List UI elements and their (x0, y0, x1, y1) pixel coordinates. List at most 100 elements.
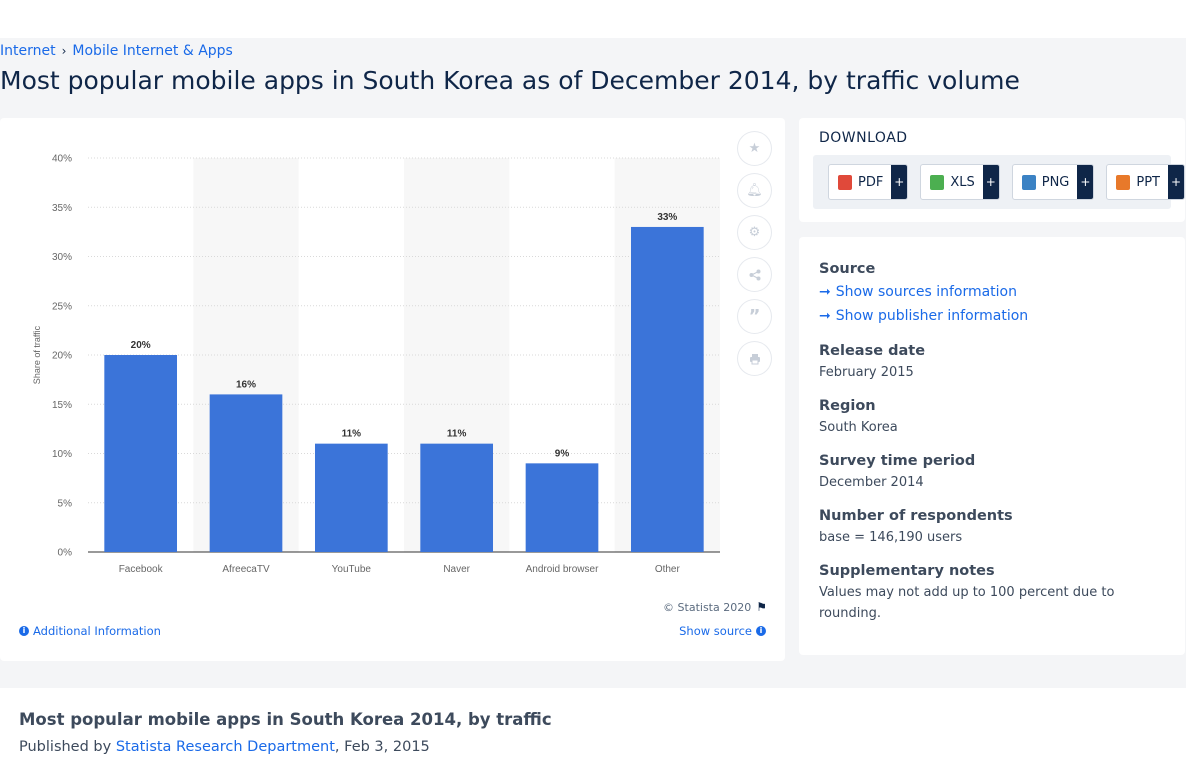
source-heading: Source (819, 261, 876, 277)
show-source-label: Show source (679, 624, 752, 638)
x-tick-label: Naver (443, 564, 470, 575)
settings-button[interactable]: ⚙ (738, 216, 771, 249)
plus-icon: + (1168, 165, 1184, 199)
y-axis-label: Share of traffic (32, 325, 42, 384)
notification-button[interactable]: 🔔︎ (738, 174, 771, 207)
y-tick-label: 40% (52, 154, 72, 165)
y-tick-label: 25% (52, 301, 72, 312)
png-icon (1021, 174, 1036, 190)
region-heading: Region (819, 398, 876, 414)
chart-toolbar: ★ 🔔︎ ⚙ ” (738, 132, 772, 384)
published-by-label: Published by (19, 739, 116, 755)
y-tick-label: 20% (52, 351, 72, 362)
breadcrumb-mobile-internet-apps[interactable]: Mobile Internet & Apps (72, 43, 233, 59)
info-icon: i (19, 626, 29, 636)
quote-icon: ” (748, 306, 761, 327)
download-xls-button[interactable]: XLS + (920, 164, 1000, 200)
x-tick-label: Facebook (119, 564, 164, 575)
show-publisher-label: Show publisher information (835, 308, 1029, 324)
y-tick-label: 5% (58, 498, 73, 509)
download-png-button[interactable]: PNG + (1011, 164, 1095, 200)
bar-afreecatv (209, 394, 283, 552)
survey-period-heading: Survey time period (819, 453, 976, 469)
bar-naver (420, 443, 494, 552)
page-title: Most popular mobile apps in South Korea … (0, 66, 1020, 95)
download-pdf-button[interactable]: PDF + (828, 164, 909, 200)
respondents-heading: Number of respondents (819, 508, 1013, 524)
y-tick-label: 35% (52, 203, 72, 214)
download-pdf-label: PDF (858, 174, 884, 190)
flag-icon[interactable]: ⚑ (756, 600, 767, 614)
download-ppt-button[interactable]: PPT + (1106, 164, 1185, 200)
bar-chart: 0% 5% 10% 15% 20% 25% 30% 35% 40% Share of traffi… (32, 154, 720, 575)
info-icon: i (756, 626, 766, 636)
bell-icon: 🔔︎ (746, 183, 763, 198)
chart-copyright: © Statista 2020 ⚑ (663, 600, 767, 614)
x-tick-label: Android browser (526, 564, 599, 575)
xls-icon (930, 174, 945, 190)
chart-card: 0% 5% 10% 15% 20% 25% 30% 35% 40% Share of traffi… (0, 118, 785, 661)
breadcrumb-separator: › (61, 44, 67, 58)
download-title: DOWNLOAD (819, 130, 908, 146)
publish-date: , Feb 3, 2015 (334, 739, 430, 755)
arrow-right-icon: ➞ (819, 284, 831, 300)
publisher-link[interactable]: Statista Research Department (115, 739, 335, 755)
bar-android-browser (525, 463, 599, 552)
copyright-text: © Statista 2020 (663, 600, 752, 614)
y-tick-label: 15% (52, 400, 72, 411)
ppt-icon (1116, 174, 1131, 190)
bar-other (630, 226, 704, 552)
y-tick-label: 10% (52, 449, 72, 460)
show-source-link[interactable]: Show source i (679, 624, 766, 638)
top-navigation-bar (0, 0, 1186, 38)
data-label: 11% (342, 429, 362, 440)
plus-icon: + (891, 165, 908, 199)
download-buttons: PDF + XLS + PNG + PPT + (813, 155, 1185, 209)
additional-information-link[interactable]: i Additional Information (19, 624, 161, 638)
supplementary-notes-value: Values may not add up to 100 percent due… (819, 585, 1115, 621)
statistic-details-card: Source ➞ Show sources information ➞ Show… (799, 237, 1185, 655)
release-date-value: February 2015 (819, 365, 914, 380)
x-tick-label: YouTube (332, 564, 372, 575)
x-tick-label: AfreecaTV (222, 564, 270, 575)
download-png-label: PNG (1041, 174, 1070, 190)
data-label: 20% (131, 340, 151, 351)
data-label: 33% (657, 212, 677, 223)
download-xls-label: XLS (950, 174, 975, 190)
respondents-value: base = 146,190 users (819, 530, 963, 545)
download-card: DOWNLOAD PDF + XLS + PNG + PPT + (799, 118, 1185, 222)
survey-period-value: December 2014 (819, 475, 924, 490)
x-tick-label: Other (655, 564, 681, 575)
show-sources-link[interactable]: ➞ Show sources information (819, 284, 1017, 300)
download-ppt-label: PPT (1136, 174, 1160, 190)
pdf-icon (838, 174, 852, 190)
print-icon (749, 353, 760, 364)
supplementary-notes-heading: Supplementary notes (819, 563, 995, 579)
cite-button[interactable]: ” (738, 300, 771, 333)
favorite-button[interactable]: ★ (738, 132, 771, 165)
show-publisher-link[interactable]: ➞ Show publisher information (819, 308, 1028, 324)
gear-icon: ⚙ (748, 225, 761, 240)
arrow-right-icon: ➞ (819, 308, 831, 324)
print-button[interactable] (738, 342, 771, 375)
share-icon (749, 269, 760, 280)
breadcrumb: Internet › Mobile Internet & Apps (0, 43, 233, 59)
y-tick-label: 0% (58, 548, 73, 559)
bar-facebook (104, 355, 178, 552)
plus-icon: + (1077, 165, 1094, 199)
plus-icon: + (982, 165, 999, 199)
y-tick-label: 30% (52, 252, 72, 263)
region-value: South Korea (819, 420, 898, 435)
data-label: 9% (555, 448, 570, 459)
published-by-line: Published by Statista Research Departmen… (19, 739, 430, 755)
data-label: 16% (236, 379, 256, 390)
data-label: 11% (447, 429, 467, 440)
breadcrumb-internet[interactable]: Internet (0, 43, 56, 59)
bar-youtube (314, 443, 388, 552)
show-sources-label: Show sources information (835, 284, 1017, 300)
share-button[interactable] (738, 258, 771, 291)
star-icon: ★ (748, 141, 761, 156)
release-date-heading: Release date (819, 343, 926, 359)
summary-title: Most popular mobile apps in South Korea … (19, 710, 552, 729)
additional-information-label: Additional Information (33, 624, 161, 638)
